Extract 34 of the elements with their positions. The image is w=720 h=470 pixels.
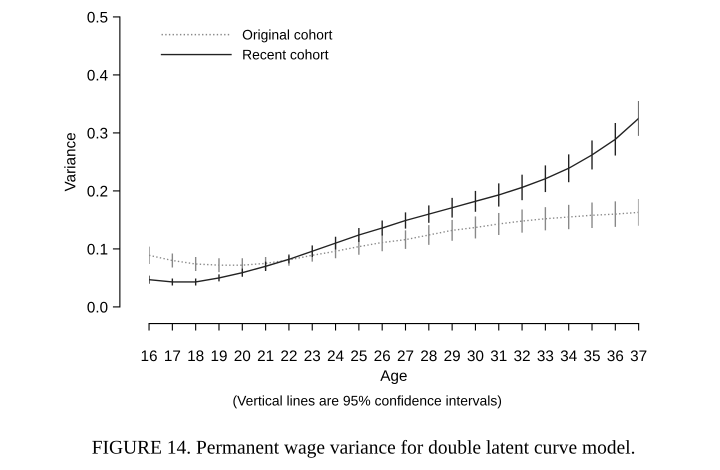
y-tick-label: 0.5 <box>87 12 108 23</box>
y-tick-label: 0.4 <box>87 70 108 81</box>
y-axis-title: Variance <box>64 133 76 192</box>
x-tick-label: 21 <box>258 350 274 362</box>
x-tick-label: 34 <box>560 350 577 362</box>
x-tick-label: 20 <box>234 350 250 362</box>
text: (Vertical lines are 95% confidence intervals) <box>233 395 502 408</box>
y-tick-label: 0.1 <box>87 244 108 255</box>
x-tick-label: 22 <box>281 350 297 362</box>
x-tick-label: 33 <box>537 350 554 362</box>
x-tick-label: 23 <box>304 350 320 362</box>
y-tick-label: 0.2 <box>87 186 108 197</box>
x-tick-label: 30 <box>468 350 484 362</box>
x-tick-label: 25 <box>351 350 367 362</box>
x-axis-title: Age <box>380 370 407 384</box>
legend-label: Original cohort <box>242 29 332 42</box>
x-tick-label: 32 <box>514 350 530 362</box>
x-tick-label: 16 <box>142 350 157 362</box>
x-tick-label: 24 <box>328 350 344 362</box>
text: FIGURE 14. Permanent wage variance for double latent curve model. <box>92 440 634 458</box>
x-tick-label: 28 <box>421 350 437 362</box>
x-tick-label: 27 <box>398 350 414 362</box>
legend-label: Recent cohort <box>243 49 328 60</box>
y-tick-label: 0.3 <box>87 128 108 139</box>
x-tick-label: 26 <box>374 350 390 362</box>
x-tick-label: 31 <box>490 350 507 362</box>
x-tick-label: 37 <box>630 350 646 362</box>
x-tick-label: 36 <box>607 350 624 362</box>
y-tick-label: 0.0 <box>87 302 108 313</box>
x-tick-label: 19 <box>212 350 227 362</box>
x-tick-label: 17 <box>165 350 180 362</box>
x-tick-label: 18 <box>188 350 204 362</box>
x-tick-label: 29 <box>444 350 460 362</box>
x-tick-label: 35 <box>584 350 600 362</box>
